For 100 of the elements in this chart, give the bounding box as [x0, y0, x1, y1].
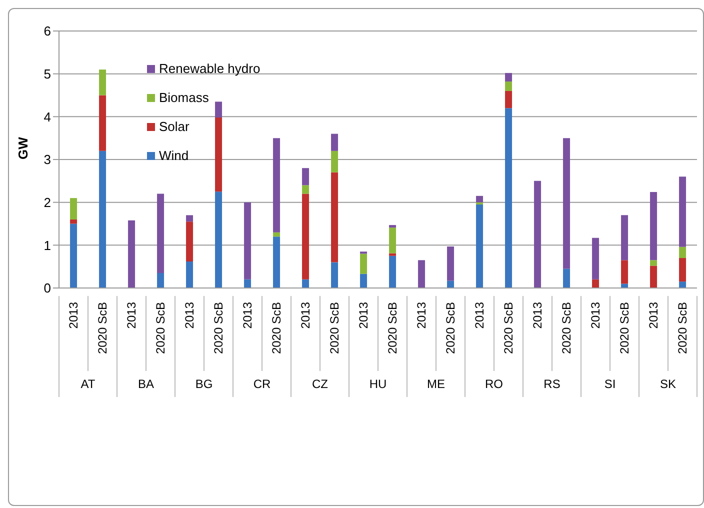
bar — [331, 262, 338, 288]
y-tick-label: 2 — [44, 194, 51, 210]
text: AT — [80, 377, 96, 391]
text: RS — [544, 377, 560, 391]
bar — [186, 215, 194, 222]
x-tick-label: 2013 — [588, 302, 602, 329]
y-axis-title: GW — [16, 136, 31, 160]
x-tick-label: 2013 — [182, 302, 196, 329]
bar — [505, 90, 512, 108]
y-tick-label: 6 — [44, 24, 51, 39]
bar — [273, 232, 280, 237]
text: BG — [195, 377, 213, 391]
bar — [505, 108, 512, 288]
y-tick-label: 1 — [44, 238, 51, 253]
bar — [592, 238, 600, 280]
bar — [186, 222, 194, 262]
bar — [70, 219, 78, 224]
bar — [302, 194, 310, 280]
text: HU — [369, 377, 387, 391]
text: BA — [138, 377, 154, 391]
bar — [505, 72, 512, 82]
bar — [389, 256, 396, 288]
text: RO — [485, 377, 503, 391]
bar — [679, 176, 686, 247]
x-tick-label: 2013 — [124, 302, 138, 329]
bar — [447, 246, 454, 281]
text: CZ — [312, 377, 328, 391]
legend-label: Renewable hydro — [159, 61, 260, 76]
bar — [273, 138, 280, 232]
x-tick-label: 2020 ScB — [502, 302, 516, 354]
bar — [157, 273, 164, 288]
legend-label: Biomass — [159, 90, 209, 105]
bar — [389, 225, 396, 228]
bar — [273, 236, 280, 288]
bar — [621, 215, 628, 260]
bar — [447, 280, 454, 288]
y-tick-label: 0 — [44, 280, 51, 296]
bar — [215, 192, 222, 288]
text: SI — [604, 377, 616, 391]
bar — [360, 254, 368, 274]
bar — [389, 253, 396, 256]
bar — [70, 198, 78, 220]
bar — [650, 266, 658, 288]
x-tick-label: 2020 ScB — [154, 302, 168, 354]
text: SK — [660, 377, 676, 391]
bar — [534, 180, 542, 288]
bar — [476, 196, 484, 202]
bar — [476, 204, 484, 288]
bar — [157, 194, 164, 274]
bar — [99, 95, 106, 151]
y-tick-label: 3 — [44, 152, 51, 168]
bar — [244, 279, 252, 288]
bar — [70, 224, 78, 288]
bar — [128, 220, 136, 288]
bar — [186, 261, 194, 288]
x-tick-label: 2013 — [530, 302, 544, 329]
bar — [331, 150, 338, 172]
bar — [505, 82, 512, 91]
x-tick-label: 2013 — [472, 302, 486, 329]
bar — [215, 118, 222, 192]
bar — [99, 70, 106, 96]
x-tick-label: 2020 ScB — [212, 302, 226, 354]
bar — [621, 260, 628, 284]
text: CR — [253, 377, 271, 391]
bar — [302, 279, 310, 288]
x-tick-label: 2020 ScB — [444, 302, 458, 354]
bar — [99, 150, 106, 288]
bar — [679, 258, 686, 282]
x-tick-label: 2013 — [240, 302, 254, 329]
x-tick-label: 2013 — [646, 302, 660, 329]
bar — [302, 185, 310, 194]
x-tick-label: 2020 ScB — [676, 302, 690, 354]
x-tick-label: 2020 ScB — [386, 302, 400, 354]
bar — [331, 172, 338, 262]
bar — [302, 168, 310, 186]
text: ME — [427, 377, 445, 391]
bar — [244, 202, 252, 280]
x-tick-label: 2020 ScB — [270, 302, 284, 354]
bar — [679, 246, 686, 258]
bar — [679, 282, 686, 288]
bar — [331, 134, 338, 151]
x-tick-label: 2013 — [298, 302, 312, 329]
legend-label: Wind — [159, 148, 189, 163]
x-tick-label: 2020 ScB — [96, 302, 110, 354]
bar — [360, 274, 368, 288]
bar — [650, 192, 658, 260]
bar — [563, 268, 570, 288]
x-tick-label: 2013 — [356, 302, 370, 329]
bar — [418, 260, 426, 288]
bar — [592, 279, 600, 288]
bar — [650, 260, 658, 266]
bar — [389, 228, 396, 254]
y-tick-label: 4 — [44, 109, 51, 124]
x-tick-label: 2020 ScB — [328, 302, 342, 354]
x-tick-label: 2020 ScB — [618, 302, 632, 354]
x-tick-label: 2013 — [414, 302, 428, 329]
bar — [215, 102, 222, 118]
bar — [563, 138, 570, 269]
y-tick-label: 5 — [44, 66, 51, 82]
legend-label: Solar — [159, 119, 190, 134]
